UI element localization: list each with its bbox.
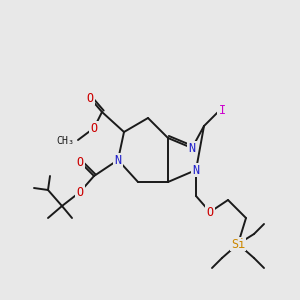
Text: N: N — [192, 164, 200, 176]
Text: O: O — [76, 155, 84, 169]
Text: O: O — [90, 122, 98, 134]
Text: O: O — [76, 185, 84, 199]
Text: O: O — [86, 92, 94, 104]
Text: N: N — [188, 142, 196, 154]
Text: Si: Si — [231, 238, 245, 250]
Text: CH₃: CH₃ — [56, 136, 74, 146]
Text: N: N — [114, 154, 122, 166]
Text: I: I — [218, 103, 226, 116]
Text: O: O — [206, 206, 214, 218]
